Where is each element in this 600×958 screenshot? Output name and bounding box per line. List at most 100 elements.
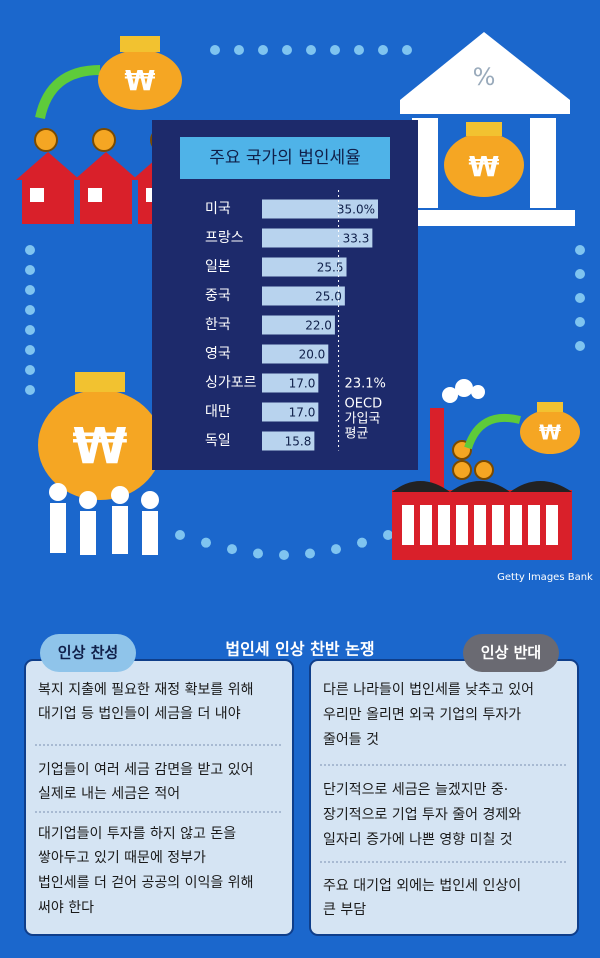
value-label: 35.0% <box>337 203 375 217</box>
dot <box>575 269 585 279</box>
argument-line: 주요 대기업 외에는 법인세 인상이 <box>323 878 521 894</box>
dot <box>258 45 268 55</box>
house-windows <box>30 188 160 202</box>
dot <box>575 245 585 255</box>
dot <box>25 285 35 295</box>
value-label: 17.0 <box>289 377 316 391</box>
argument-line: 장기적으로 기업 투자 줄어 경제와 <box>323 807 521 823</box>
svg-text:₩: ₩ <box>72 418 127 476</box>
argument-line: 다른 나라들이 법인세를 낮추고 있어 <box>323 682 534 698</box>
argument-line: 복지 지출에 필요한 재정 확보를 위해 <box>38 682 253 698</box>
dot <box>306 45 316 55</box>
category-label: 한국 <box>205 317 231 333</box>
category-label: 중국 <box>205 288 231 304</box>
money-bags <box>38 36 580 500</box>
dot <box>330 45 340 55</box>
argument-line: 기업들이 여러 세금 감면을 받고 있어 <box>38 762 253 778</box>
dot <box>25 325 35 335</box>
reference-text: OECD <box>345 397 383 412</box>
dot <box>575 341 585 351</box>
con-label: 인상 반대 <box>481 644 541 662</box>
factory <box>392 379 572 560</box>
dot <box>357 537 367 548</box>
value-label: 22.0 <box>305 319 332 333</box>
category-label: 영국 <box>205 346 231 362</box>
bar <box>262 199 378 219</box>
argument-line: 쌓아두고 있기 때문에 정부가 <box>38 850 206 866</box>
argument-line: 단기적으로 세금은 늘겠지만 중· <box>323 782 508 798</box>
dot <box>25 245 35 255</box>
dot <box>234 45 244 55</box>
reference-text: 평균 <box>345 427 369 442</box>
bank-symbol: % <box>473 63 496 91</box>
bar <box>262 315 335 335</box>
value-label: 15.8 <box>285 435 312 449</box>
argument-line: 대기업 등 법인들이 세금을 더 내야 <box>38 706 241 722</box>
dot <box>305 548 315 559</box>
argument-line: 실제로 내는 세금은 적어 <box>38 786 180 802</box>
category-label: 일본 <box>205 259 231 275</box>
chart-title: 주요 국가의 법인세율 <box>209 148 361 168</box>
bar <box>262 431 315 451</box>
category-label: 미국 <box>205 201 231 217</box>
dot <box>210 45 220 55</box>
argument-line: 우리만 올리면 외국 기업의 투자가 <box>323 707 521 723</box>
chart-title-box <box>180 137 390 179</box>
category-label: 프랑스 <box>205 230 244 246</box>
con-tab <box>463 634 559 672</box>
people <box>49 483 159 555</box>
bar <box>262 373 319 393</box>
won-signs: ₩ ₩ ₩ ₩ <box>72 64 561 476</box>
arrow <box>35 65 101 120</box>
dot <box>331 544 341 555</box>
dot <box>25 345 35 355</box>
argument-line: 일자리 증가에 나쁜 영향 미칠 것 <box>323 832 513 848</box>
argument-line: 대기업들이 투자를 하지 않고 돈을 <box>38 826 236 842</box>
pro-label: 인상 찬성 <box>58 644 118 662</box>
category-label: 싱가포르 <box>205 375 257 391</box>
dot <box>402 45 412 55</box>
dot <box>354 45 364 55</box>
dot <box>253 548 263 559</box>
svg-text:₩: ₩ <box>125 64 156 97</box>
dot <box>25 265 35 275</box>
dot <box>227 544 237 555</box>
argument-line: 법인세를 더 걷어 공공의 이익을 위해 <box>38 875 253 891</box>
dot <box>378 45 388 55</box>
argument-line: 써야 한다 <box>38 900 94 916</box>
pro-tab <box>40 634 136 672</box>
value-label: 25.5 <box>317 261 344 275</box>
dot <box>383 530 393 540</box>
dot <box>282 45 292 55</box>
bar <box>262 344 329 364</box>
value-label: 17.0 <box>289 406 316 420</box>
con-card <box>309 659 579 936</box>
bar <box>262 228 373 248</box>
arrow <box>464 413 521 450</box>
debate-title: 법인세 인상 찬반 논쟁 <box>225 640 374 659</box>
pro-card <box>24 659 294 936</box>
reference-text: 가입국 <box>345 412 381 427</box>
argument-line: 큰 부담 <box>323 902 366 918</box>
dot <box>201 537 211 548</box>
bar <box>262 402 319 422</box>
svg-text:₩: ₩ <box>469 150 500 183</box>
value-label: 33.3 <box>343 232 370 246</box>
category-label: 대만 <box>205 404 231 420</box>
argument-line: 줄어들 것 <box>323 732 379 748</box>
category-label: 독일 <box>205 433 231 449</box>
dot <box>575 293 585 303</box>
credit: Getty Images Bank <box>497 572 593 583</box>
bar <box>262 286 345 306</box>
dot <box>279 550 289 560</box>
value-label: 25.0 <box>315 290 342 304</box>
dot <box>575 317 585 327</box>
svg-text:₩: ₩ <box>539 421 561 445</box>
dot <box>25 385 35 395</box>
bank <box>395 32 575 226</box>
value-label: 20.0 <box>299 348 326 362</box>
reference-label: 23.1% <box>345 377 386 392</box>
dot <box>25 365 35 375</box>
